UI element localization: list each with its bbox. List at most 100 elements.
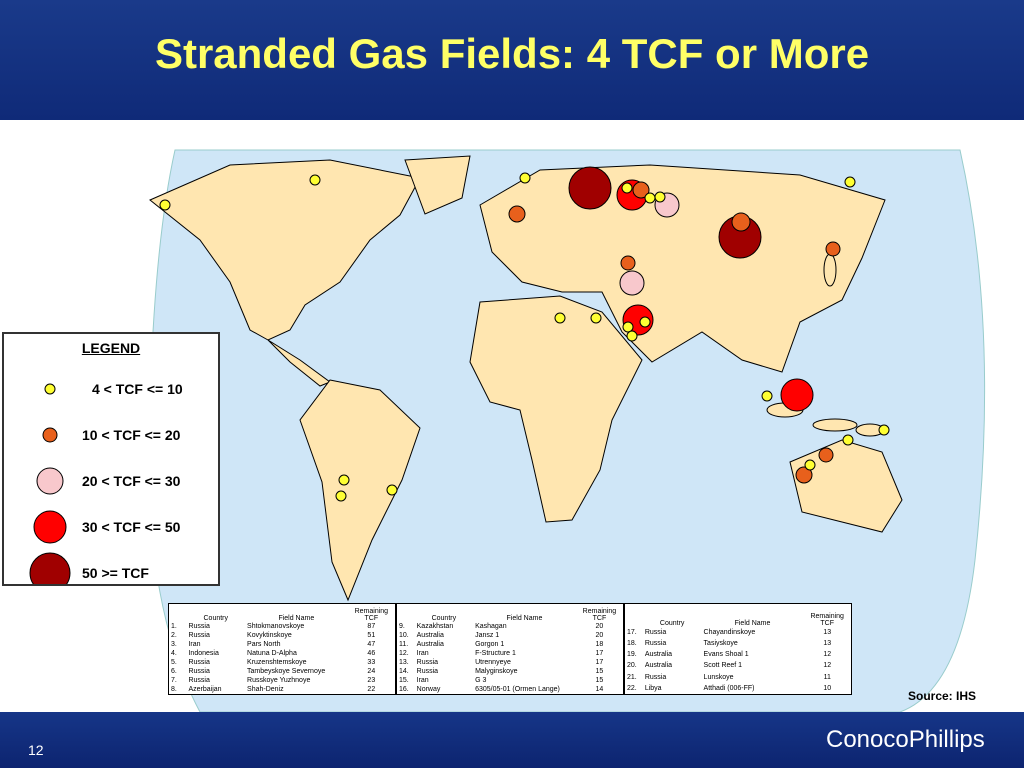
table-row: 9. Kazakhstan Kashagan 20 <box>397 622 624 631</box>
legend-symbol <box>42 427 58 443</box>
legend-label: 50 >= TCF <box>82 565 149 581</box>
table-cell: Libya <box>644 684 662 692</box>
table-cell: Kruzenshtemskoye <box>247 659 307 666</box>
table-cell: Norway <box>416 686 441 693</box>
table-row: 3. Iran Pars North 47 <box>169 640 396 649</box>
table-cell: 11. <box>399 641 409 648</box>
table-cell: Iran <box>416 677 429 684</box>
table-cell: Kazakhstan <box>416 623 454 630</box>
table-cell: Indonesia <box>188 650 219 657</box>
land <box>149 155 903 602</box>
field-markers <box>159 166 890 502</box>
table-cell: 9. <box>399 623 405 630</box>
table-cell: 13 <box>823 639 832 647</box>
table-cell: Shtokmanovskoye <box>247 623 305 630</box>
table-row: 14. Russia Malyginskoye 15 <box>397 667 624 676</box>
legend-symbol <box>33 510 67 544</box>
table-cell: 7. <box>171 677 177 684</box>
header-cell <box>169 604 187 623</box>
table-cell: Russia <box>188 632 210 639</box>
table-row: 21. Russia Lunskoye 11 <box>625 671 852 682</box>
header-cell <box>625 604 643 627</box>
table-cell: 10 <box>823 684 832 692</box>
table-cell: Gorgon 1 <box>475 641 505 648</box>
table-cell: Pars North <box>247 641 281 648</box>
table-cell: 20. <box>627 662 637 670</box>
table-cell: 14 <box>595 686 604 693</box>
field-table: Country Field Name Remaining TCF 1. Russia Sh… <box>168 603 852 695</box>
table-cell: 14. <box>399 668 409 675</box>
table-cell: Tasiyskoye <box>703 639 738 647</box>
table-row: 11. Australia Gorgon 1 18 <box>397 640 624 649</box>
table-cell: Shah-Deniz <box>247 686 284 693</box>
table-cell: 6305/05-01 (Ormen Lange) <box>475 686 560 693</box>
header-cell: Country <box>431 615 457 622</box>
table-cell: 47 <box>367 641 376 648</box>
table-row: 1. Russia Shtokmanovskoye 87 <box>169 622 396 631</box>
table-row: 18. Russia Tasiyskoye 13 <box>625 638 852 649</box>
header-row: Country Field Name Remaining TCF <box>625 604 852 627</box>
table-row: 8. Azerbaijan Shah-Deniz 22 <box>169 685 396 695</box>
legend-label: 30 < TCF <= 50 <box>82 519 181 535</box>
table-cell: Kashagan <box>475 623 507 630</box>
table-cell: 33 <box>367 659 376 666</box>
table-cell: 2. <box>171 632 177 639</box>
header-row: Country Field Name Remaining TCF <box>397 604 624 623</box>
table-cell: 20 <box>595 632 604 639</box>
table-cell: 12 <box>823 651 832 659</box>
table-cell: Azerbaijan <box>188 686 222 693</box>
table-cell: 21. <box>627 673 637 681</box>
table-row: 10. Australia Jansz 1 20 <box>397 631 624 640</box>
table-cell: 4. <box>171 650 177 657</box>
table-cell: Utrennyeye <box>475 659 511 666</box>
table-cell: 13 <box>823 628 832 636</box>
table-row: 2. Russia Kovyktinskoye 51 <box>169 631 396 640</box>
table-cell: Chayandinskoye <box>703 628 756 636</box>
table-cell: 17 <box>595 650 604 657</box>
table-cell: 12 <box>823 662 832 670</box>
header-cell <box>397 604 415 623</box>
table-cell: 6. <box>171 668 177 675</box>
table-row: 20. Australia Scott Reef 1 12 <box>625 660 852 671</box>
table-cell: 20 <box>595 623 604 630</box>
table-cell: 1. <box>171 623 177 630</box>
header-cell: Field Name <box>506 615 543 622</box>
table-cell: Evans Shoal 1 <box>703 651 749 659</box>
table-cell: 15. <box>399 677 409 684</box>
table-cell: Australia <box>644 651 673 659</box>
table-cell: 5. <box>171 659 177 666</box>
table-cell: Lunskoye <box>703 673 734 681</box>
table-cell: Iran <box>188 641 201 648</box>
table-cell: 17. <box>627 628 637 636</box>
title: Stranded Gas Fields: 4 TCF or More <box>154 30 870 77</box>
legend-items: 4 < TCF <= 10 10 < TCF <= 20 20 < TCF <= 3… <box>29 381 183 584</box>
legend-label: 20 < TCF <= 30 <box>82 473 181 489</box>
table-row: 7. Russia Russkoye Yuzhnoye 23 <box>169 676 396 685</box>
table-cell: Russia <box>644 639 667 647</box>
table-cell: Kovyktinskoye <box>247 632 292 639</box>
table-row: 6. Russia Tambeyskoye Severnoye 24 <box>169 667 396 676</box>
table-cell: 15 <box>595 668 604 675</box>
table-cell: Australia <box>416 632 444 639</box>
table-cell: 11 <box>823 673 831 681</box>
table-cell: 3. <box>171 641 177 648</box>
table-cell: Tambeyskoye Severnoye <box>247 668 326 675</box>
header-cell: Remaining TCF <box>810 612 844 627</box>
table-cell: 24 <box>367 668 376 675</box>
table-cell: 22 <box>367 686 376 693</box>
table-cell: Russia <box>644 628 667 636</box>
legend-symbol <box>36 467 64 495</box>
table-group: Country Field Name Remaining TCF 17. Russia C… <box>624 603 852 695</box>
table-cell: 46 <box>367 650 376 657</box>
table-cell: Russkoye Yuzhnoye <box>247 677 311 684</box>
legend-title: LEGEND <box>81 340 141 356</box>
table-cell: 18 <box>595 641 604 648</box>
table-cell: Scott Reef 1 <box>703 662 743 670</box>
table-group: Country Field Name Remaining TCF 9. Kazakhst… <box>396 603 624 695</box>
legend-symbol <box>44 383 56 395</box>
table-row: 17. Russia Chayandinskoye 13 <box>625 627 852 638</box>
table-cell: Russia <box>188 668 210 675</box>
table-cell: Russia <box>188 677 210 684</box>
